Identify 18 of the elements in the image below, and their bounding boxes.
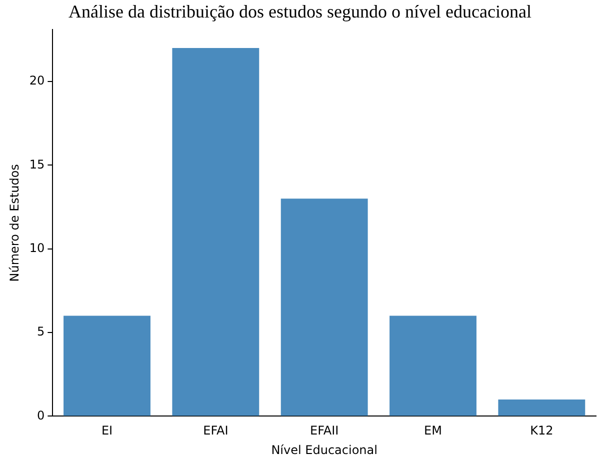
x-tick-label: EM [424, 424, 442, 438]
x-tick-label: EI [101, 424, 113, 438]
y-axis-title: Número de Estudos [7, 164, 22, 282]
chart-title: Análise da distribuição dos estudos segundo o nível educacional [68, 2, 532, 22]
bar [64, 316, 150, 416]
bar [172, 48, 260, 416]
y-tick-label: 15 [29, 157, 45, 172]
y-tick-label: 20 [29, 74, 45, 88]
y-tick-label: 10 [29, 240, 45, 255]
x-tick-label: K12 [530, 424, 554, 438]
x-tick-label: EFAI [203, 424, 228, 438]
x-axis-title: Nível Educacional [271, 442, 378, 457]
y-tick-label: 5 [37, 324, 45, 339]
bar [498, 399, 586, 416]
y-tick-label: 0 [37, 408, 45, 422]
bar [390, 316, 476, 416]
x-tick-label: EFAII [310, 424, 339, 438]
bar [280, 198, 368, 416]
